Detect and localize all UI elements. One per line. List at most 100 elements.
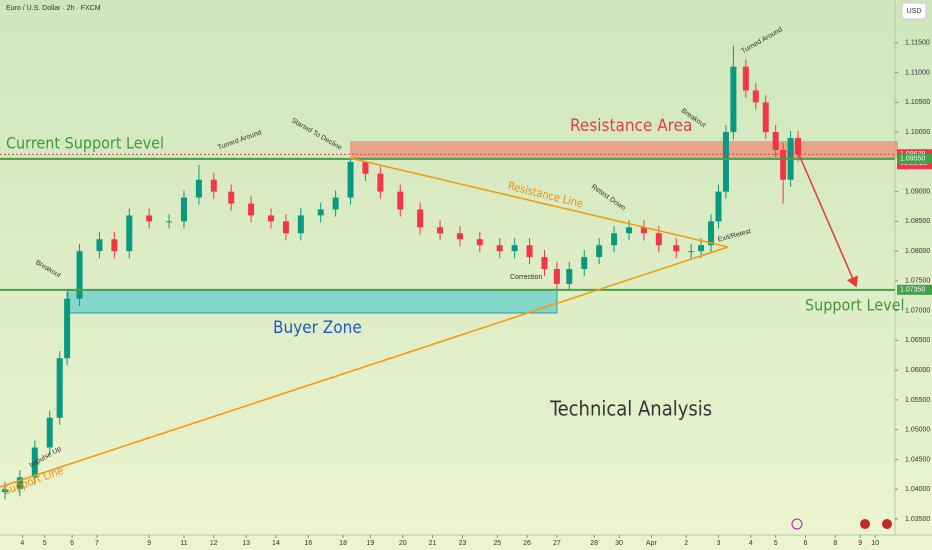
candle-body xyxy=(625,227,632,234)
y-tick-label: 1.03500 xyxy=(905,516,930,523)
x-tick-label: 5 xyxy=(774,540,778,547)
y-tick-label: 1.09000 xyxy=(905,188,930,195)
symbol-title: Euro / U.S. Dollar · 2h · FXCM xyxy=(6,5,101,12)
candle-body xyxy=(146,215,153,222)
currency: USD xyxy=(907,8,922,15)
x-tick-label: 25 xyxy=(493,540,501,547)
price-label-bg xyxy=(897,284,932,295)
x-tick-label: 27 xyxy=(553,540,561,547)
candle-body xyxy=(541,257,548,269)
candle-body xyxy=(772,132,779,150)
candle-body xyxy=(126,215,133,252)
candle-body xyxy=(780,149,787,180)
x-tick-label: 12 xyxy=(210,540,218,547)
candle-body xyxy=(417,209,424,228)
y-tick-label: 1.08000 xyxy=(905,248,930,255)
x-tick-label: 10 xyxy=(871,540,879,547)
annotation: Current Support Level xyxy=(6,134,164,153)
y-tick-label: 1.11500 xyxy=(905,40,930,47)
x-tick-label: 11 xyxy=(180,540,187,547)
y-tick-label: 1.05000 xyxy=(905,427,930,434)
candle-body xyxy=(698,245,705,252)
x-tick-label: Apr xyxy=(646,540,658,547)
y-tick-label: 1.05500 xyxy=(905,397,930,404)
y-tick-label: 1.06500 xyxy=(905,337,930,344)
candle-body xyxy=(795,138,802,155)
x-tick-label: 16 xyxy=(304,540,312,547)
y-tick-label: 1.06000 xyxy=(905,367,930,374)
event-icon[interactable] xyxy=(860,519,870,529)
x-tick-label: 7 xyxy=(95,540,99,547)
x-tick-label: 26 xyxy=(523,540,531,547)
y-tick-label: 1.04000 xyxy=(905,486,930,493)
x-tick-label: 23 xyxy=(459,540,467,547)
event-icon[interactable] xyxy=(882,519,892,529)
candle-body xyxy=(76,251,83,299)
annotation: Support Level xyxy=(805,296,904,315)
annotation: Resistance Area xyxy=(570,116,692,136)
x-tick-label: 20 xyxy=(399,540,407,547)
candle-body xyxy=(762,102,769,133)
candle-body xyxy=(596,245,603,258)
candle-body xyxy=(581,257,588,269)
candle-body xyxy=(476,239,483,246)
x-tick-label: 19 xyxy=(367,540,375,547)
x-tick-label: 4 xyxy=(749,540,753,547)
candle-body xyxy=(111,239,118,252)
support-trendline xyxy=(0,246,729,488)
candle-body xyxy=(282,221,289,234)
candle-body xyxy=(347,161,354,198)
candle-body xyxy=(397,191,404,210)
event-icon[interactable] xyxy=(791,518,803,530)
candle-body xyxy=(180,197,187,222)
candle-body xyxy=(248,203,255,216)
y-tick-label: 1.07500 xyxy=(905,278,930,285)
candle-body xyxy=(456,233,463,240)
candle-body xyxy=(64,298,71,359)
resistance-zone xyxy=(350,141,898,158)
candle-body xyxy=(16,477,23,490)
candle-body xyxy=(96,239,103,252)
candle-body xyxy=(166,221,173,223)
candle-body xyxy=(752,90,759,103)
candle-body xyxy=(332,197,339,210)
y-tick-label: 1.07000 xyxy=(905,307,930,314)
x-tick-label: 13 xyxy=(242,540,250,547)
candle-body xyxy=(195,179,202,198)
x-tick-label: 21 xyxy=(429,540,437,547)
x-tick-label: 18 xyxy=(339,540,347,547)
candle-body xyxy=(297,215,304,234)
x-tick-label: 9 xyxy=(858,540,862,547)
currency-box[interactable] xyxy=(901,2,927,20)
candle-body xyxy=(655,233,662,246)
candle-body xyxy=(437,227,444,234)
x-tick-label: 3 xyxy=(717,540,721,547)
candle-body xyxy=(526,245,533,258)
annotation: Buyer Zone xyxy=(273,318,362,338)
x-tick-label: 2 xyxy=(684,540,688,547)
candle-body xyxy=(228,191,235,204)
x-tick-label: 28 xyxy=(590,540,598,547)
candle-body xyxy=(673,245,680,252)
candle-body xyxy=(715,191,722,222)
y-tick-label: 1.08500 xyxy=(905,218,930,225)
buyer-zone xyxy=(67,289,558,314)
candle-body xyxy=(566,268,573,284)
candle-body xyxy=(688,251,695,253)
x-tick-label: 6 xyxy=(804,540,808,547)
x-tick-label: 30 xyxy=(615,540,623,547)
candle-body xyxy=(317,209,324,216)
candle-body xyxy=(730,66,737,133)
forecast-arrow xyxy=(796,149,858,288)
resistance-trendline xyxy=(349,157,729,248)
x-tick-label: 9 xyxy=(147,540,151,547)
candle-body xyxy=(210,179,217,192)
candle-body xyxy=(722,132,729,192)
candle-body xyxy=(708,221,715,246)
y-tick-label: 1.11000 xyxy=(905,69,930,76)
x-tick-label: 6 xyxy=(70,540,74,547)
x-tick-label: 14 xyxy=(272,540,280,547)
price-label: 1.07350 xyxy=(900,287,925,294)
